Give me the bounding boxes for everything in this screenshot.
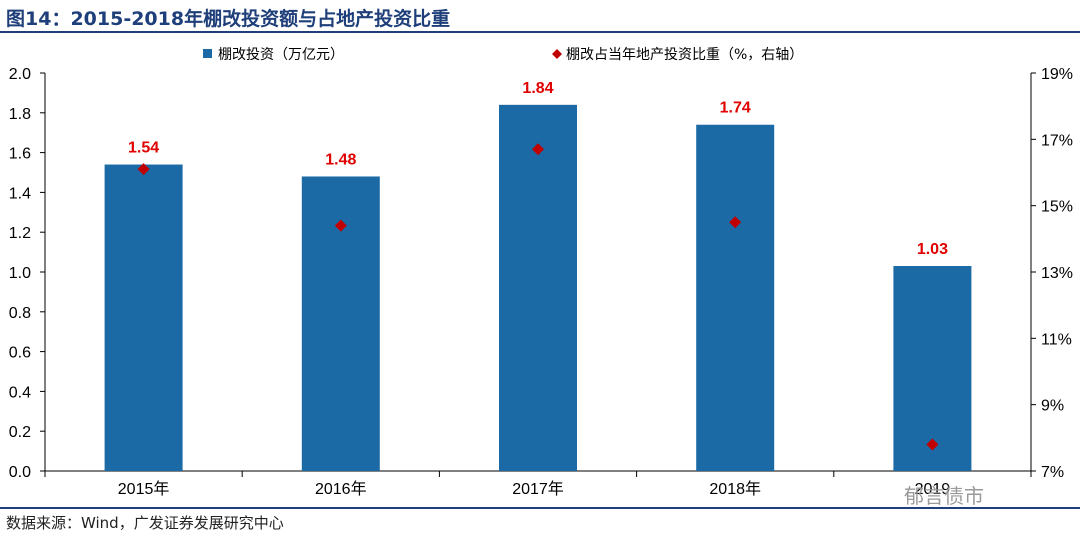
right-tick-label: 9% <box>1041 398 1064 415</box>
x-tick-label: 2017年 <box>512 480 564 498</box>
right-tick-label: 7% <box>1041 464 1064 481</box>
left-tick-label: 1.0 <box>9 265 31 282</box>
title-rule <box>0 31 1080 33</box>
footer-rule <box>0 507 1080 509</box>
x-tick-label: 2015年 <box>118 480 170 498</box>
left-tick-label: 1.4 <box>9 185 31 202</box>
left-tick-label: 0.2 <box>9 424 31 441</box>
bar <box>893 266 972 471</box>
left-tick-label: 0.0 <box>9 464 31 481</box>
ratio-point <box>334 219 347 232</box>
ratio-point <box>729 216 742 229</box>
watermark: 郁言债市 <box>904 484 984 508</box>
left-tick-label: 0.8 <box>9 305 31 322</box>
legend-swatch-ratio <box>552 49 562 59</box>
chart-title: 图14：2015-2018年棚改投资额与占地产投资比重 <box>6 8 451 30</box>
bar <box>696 124 775 472</box>
bar-data-label: 1.84 <box>522 80 553 97</box>
bar-data-label: 1.74 <box>720 100 751 117</box>
x-tick-label: 2016年 <box>315 480 367 498</box>
left-tick-label: 1.6 <box>9 146 31 163</box>
left-tick-label: 2.0 <box>9 66 31 83</box>
x-tick-label: 2018年 <box>709 480 761 498</box>
source-note: 数据来源：Wind，广发证券发展研究中心 <box>6 514 284 532</box>
bar <box>499 104 577 471</box>
bar <box>104 164 183 472</box>
bar-data-label: 1.03 <box>917 241 948 258</box>
right-tick-label: 13% <box>1041 265 1073 282</box>
chart-canvas: 0.0 0.2 0.4 0.6 0.8 1.0 1.2 1.4 1.6 1.8 2.0 7% 9% 11%… <box>9 47 1073 498</box>
bar-data-label: 1.54 <box>128 140 159 157</box>
ratio-point <box>926 438 939 451</box>
right-tick-label: 19% <box>1041 66 1073 83</box>
x-tick-label: 2019 <box>915 481 951 498</box>
right-tick-label: 11% <box>1041 331 1072 348</box>
left-tick-label: 1.8 <box>9 106 31 123</box>
left-tick-label: 0.4 <box>9 384 31 401</box>
left-tick-label: 0.6 <box>9 345 31 362</box>
ratio-point <box>532 143 544 156</box>
legend-swatch-bar <box>203 49 212 58</box>
left-tick-label: 1.2 <box>9 225 31 242</box>
legend-label-ratio: 棚改占当年地产投资比重（%，右轴） <box>566 47 803 63</box>
ratio-point <box>137 163 150 176</box>
right-tick-label: 15% <box>1041 199 1073 216</box>
legend-label-bar: 棚改投资（万亿元） <box>218 47 344 63</box>
right-tick-label: 17% <box>1041 132 1073 149</box>
bar-data-label: 1.48 <box>325 151 356 168</box>
